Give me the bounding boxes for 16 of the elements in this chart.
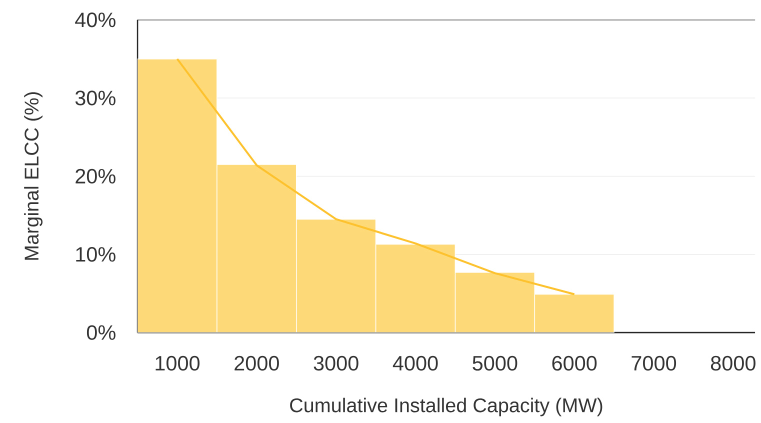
x-tick-label: 2000 bbox=[234, 356, 279, 371]
x-tick-label: 6000 bbox=[552, 356, 597, 371]
y-axis-title: Marginal ELCC (%) bbox=[24, 92, 43, 260]
y-tick-label: 0% bbox=[86, 325, 116, 340]
x-tick-label: 1000 bbox=[156, 356, 200, 371]
x-tick-label: 5000 bbox=[472, 356, 518, 371]
x-tick-label: 7000 bbox=[632, 356, 676, 371]
x-tick-label: 3000 bbox=[314, 356, 358, 371]
y-tick-label: 10% bbox=[76, 247, 116, 262]
y-tick-label: 40% bbox=[75, 12, 116, 28]
x-tick-label: 8000 bbox=[710, 356, 756, 371]
x-tick-label: 4000 bbox=[392, 356, 438, 371]
y-tick-label: 20% bbox=[76, 168, 116, 184]
line-series bbox=[176, 58, 576, 296]
y-tick-label: 30% bbox=[75, 90, 116, 106]
x-axis-title: Cumulative Installed Capacity (MW) bbox=[290, 398, 602, 416]
